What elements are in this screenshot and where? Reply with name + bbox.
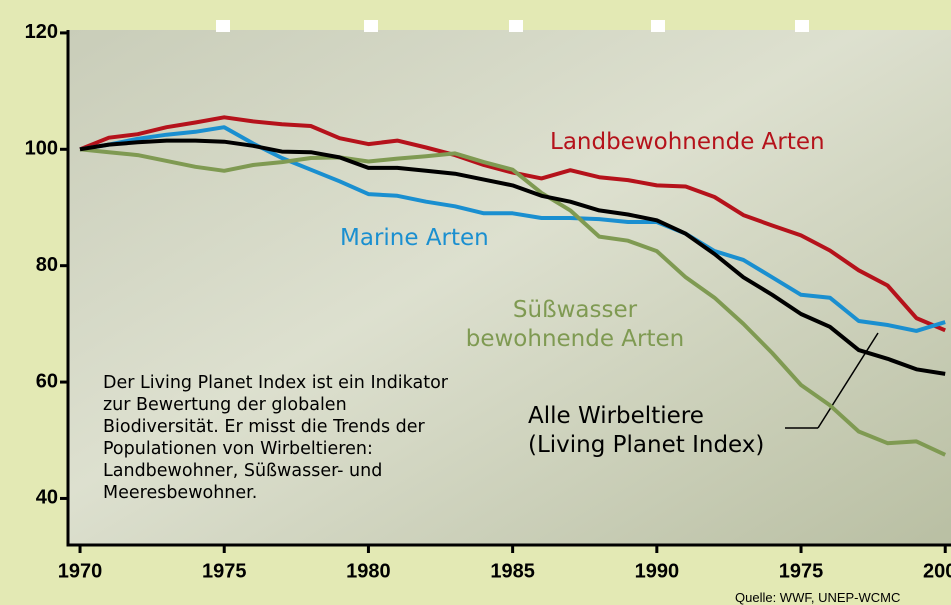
- y-tick-label: 60: [36, 370, 58, 392]
- series-label: Landbewohnende Arten: [550, 128, 825, 157]
- x-tick-label: 1975: [779, 560, 824, 582]
- y-tick-label: 100: [25, 138, 58, 160]
- series-label: Süßwasser bewohnende Arten: [440, 296, 710, 354]
- annotation: Der Living Planet Index ist ein Indikato…: [103, 372, 463, 504]
- x-tick-label: 1970: [58, 560, 103, 582]
- x-tick-label: 1985: [490, 560, 535, 582]
- y-tick-label: 120: [25, 21, 58, 43]
- x-tick-label: 1980: [346, 560, 391, 582]
- y-tick-label: 80: [36, 254, 58, 276]
- page: 40 60 80 100 120 1970 1975 1980 1985 1990 1975 2000…: [0, 0, 951, 605]
- source: Quelle: WWF, UNEP-WCMC: [735, 590, 900, 605]
- x-tick-label: 1975: [202, 560, 247, 582]
- y-tick-label: 40: [36, 487, 58, 509]
- x-tick-label: 2000: [923, 560, 951, 582]
- series-label: Alle Wirbeltiere (Living Planet Index): [528, 402, 764, 460]
- x-tick-label: 1990: [635, 560, 680, 582]
- series-label: Marine Arten: [340, 224, 489, 253]
